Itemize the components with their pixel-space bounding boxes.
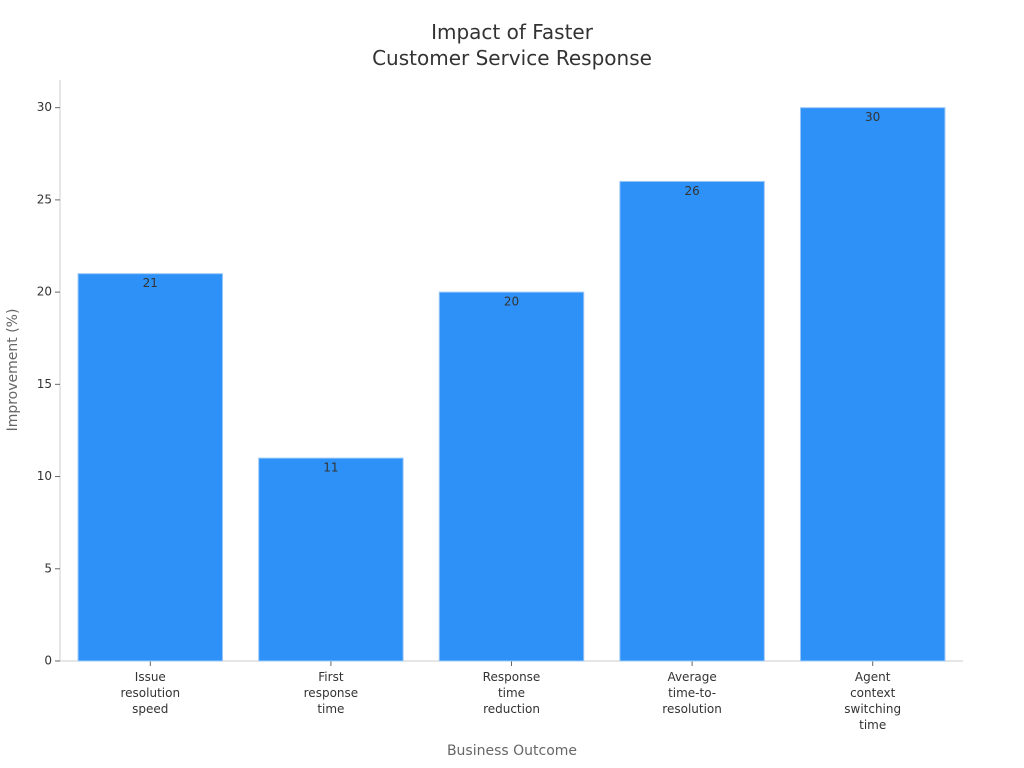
bar: [619, 180, 765, 662]
x-tick-label: Response time reduction: [483, 670, 541, 716]
y-axis-title: Improvement (%): [5, 309, 21, 432]
y-tick-label: 0: [44, 654, 52, 668]
bar: [438, 291, 585, 662]
bar: [77, 273, 224, 662]
y-tick-label: 15: [37, 377, 52, 391]
x-axis-title: Business Outcome: [447, 743, 577, 759]
value-label: 26: [684, 184, 699, 198]
value-label: 20: [504, 295, 519, 309]
bar: [799, 107, 946, 662]
y-tick-label: 25: [37, 192, 52, 206]
x-tick-label: Agent context switching time: [844, 670, 901, 732]
y-tick-label: 5: [44, 561, 52, 575]
chart-title: Impact of Faster Customer Service Respons…: [372, 20, 652, 70]
x-tick-label: Issue resolution speed: [121, 670, 181, 716]
x-tick-label: Average time-to-resolution: [662, 670, 722, 716]
bar: [258, 457, 404, 662]
x-tick-label: First response time: [304, 670, 359, 716]
value-label: 11: [323, 461, 338, 475]
value-label: 21: [143, 276, 158, 290]
y-tick-label: 30: [37, 100, 52, 114]
y-tick-label: 20: [37, 285, 52, 299]
value-label: 30: [865, 110, 880, 124]
y-tick-label: 10: [37, 469, 52, 483]
